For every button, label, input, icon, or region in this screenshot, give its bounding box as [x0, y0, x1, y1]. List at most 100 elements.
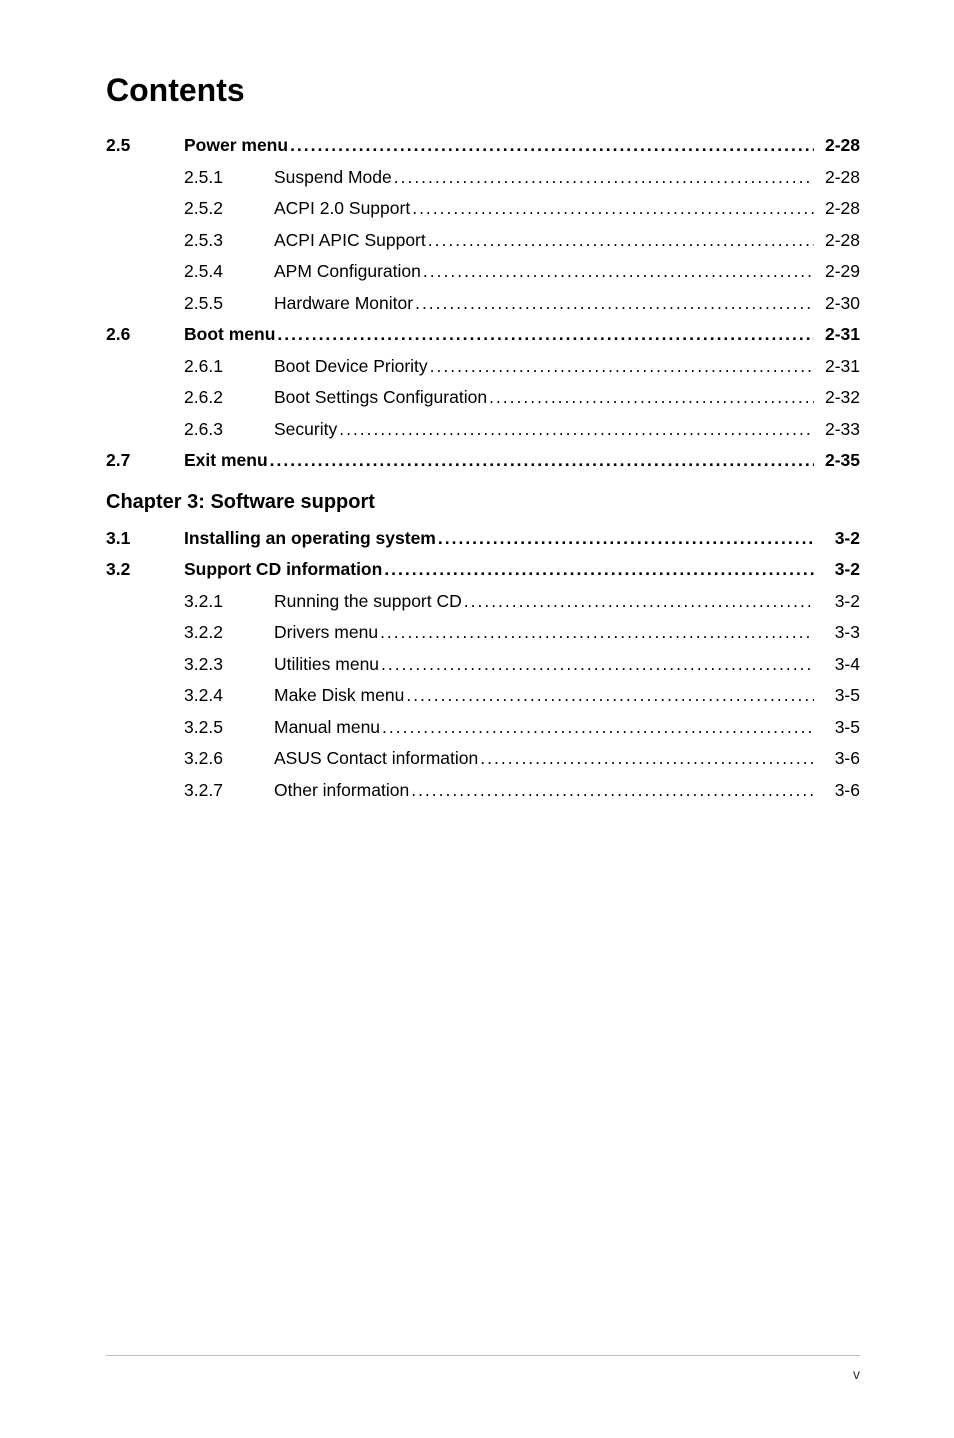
- toc-subsection-row: 3.2.3 Utilities menu 3-4: [184, 656, 860, 674]
- subsection-number: 2.5.1: [184, 169, 274, 187]
- toc-subsection-row: 2.5.2 ACPI 2.0 Support 2-28: [184, 200, 860, 218]
- dot-leader: [379, 656, 814, 674]
- subsection-label: Boot Device Priority: [274, 358, 428, 376]
- section-label: Support CD information: [184, 561, 382, 579]
- subsection-label: Other information: [274, 782, 409, 800]
- subsection-label: Utilities menu: [274, 656, 379, 674]
- toc-subsection-row: 3.2.1 Running the support CD 3-2: [184, 593, 860, 611]
- section-page: 3-2: [814, 530, 860, 548]
- subsection-label: Running the support CD: [274, 593, 462, 611]
- section-number: 2.7: [106, 452, 184, 470]
- section-number: 2.6: [106, 326, 184, 344]
- subsection-number: 3.2.3: [184, 656, 274, 674]
- subsection-page: 2-28: [814, 169, 860, 187]
- toc-section-row: 2.5 Power menu 2-28: [106, 137, 860, 155]
- section-label: Exit menu: [184, 452, 268, 470]
- subsection-page: 2-28: [814, 200, 860, 218]
- dot-leader: [409, 782, 814, 800]
- toc-subsection-row: 2.5.5 Hardware Monitor 2-30: [184, 295, 860, 313]
- dot-leader: [268, 452, 814, 470]
- toc-subsection-row: 3.2.7 Other information 3-6: [184, 782, 860, 800]
- subsection-label: ASUS Contact information: [274, 750, 478, 768]
- section-page: 2-35: [814, 452, 860, 470]
- subsection-label: ACPI 2.0 Support: [274, 200, 410, 218]
- subsection-page: 3-6: [814, 750, 860, 768]
- toc-subsection-row: 3.2.4 Make Disk menu 3-5: [184, 687, 860, 705]
- footer-rule: [106, 1355, 860, 1356]
- subsection-page: 3-5: [814, 719, 860, 737]
- dot-leader: [392, 169, 814, 187]
- toc-subsection-row: 2.5.1 Suspend Mode 2-28: [184, 169, 860, 187]
- subsection-number: 2.6.1: [184, 358, 274, 376]
- footer-page-number: v: [106, 1366, 860, 1382]
- subsection-page: 2-31: [814, 358, 860, 376]
- subsection-number: 2.5.3: [184, 232, 274, 250]
- toc-subsection-row: 3.2.2 Drivers menu 3-3: [184, 624, 860, 642]
- subsection-page: 2-29: [814, 263, 860, 281]
- subsection-number: 2.5.5: [184, 295, 274, 313]
- table-of-contents: 2.5 Power menu 2-28 2.5.1 Suspend Mode 2…: [106, 137, 860, 799]
- subsection-number: 2.6.3: [184, 421, 274, 439]
- subsection-page: 3-3: [814, 624, 860, 642]
- subsection-number: 3.2.4: [184, 687, 274, 705]
- section-page: 2-28: [814, 137, 860, 155]
- toc-subsection-row: 2.5.3 ACPI APIC Support 2-28: [184, 232, 860, 250]
- subsection-number: 2.5.2: [184, 200, 274, 218]
- subsection-page: 3-5: [814, 687, 860, 705]
- subsection-number: 3.2.6: [184, 750, 274, 768]
- subsection-number: 2.6.2: [184, 389, 274, 407]
- subsection-page: 2-33: [814, 421, 860, 439]
- section-label: Boot menu: [184, 326, 275, 344]
- dot-leader: [462, 593, 814, 611]
- subsection-label: Drivers menu: [274, 624, 378, 642]
- subsection-page: 2-30: [814, 295, 860, 313]
- subsection-label: ACPI APIC Support: [274, 232, 426, 250]
- subsection-number: 3.2.5: [184, 719, 274, 737]
- section-number: 3.2: [106, 561, 184, 579]
- toc-subsection-row: 3.2.5 Manual menu 3-5: [184, 719, 860, 737]
- subsection-label: Hardware Monitor: [274, 295, 413, 313]
- dot-leader: [410, 200, 814, 218]
- dot-leader: [478, 750, 814, 768]
- subsection-page: 3-2: [814, 593, 860, 611]
- subsection-label: Boot Settings Configuration: [274, 389, 487, 407]
- dot-leader: [436, 530, 814, 548]
- section-page: 3-2: [814, 561, 860, 579]
- subsection-number: 2.5.4: [184, 263, 274, 281]
- subsection-number: 3.2.2: [184, 624, 274, 642]
- subsection-page: 2-28: [814, 232, 860, 250]
- dot-leader: [428, 358, 814, 376]
- dot-leader: [378, 624, 814, 642]
- toc-subsection-row: 2.6.3 Security 2-33: [184, 421, 860, 439]
- section-label: Installing an operating system: [184, 530, 436, 548]
- dot-leader: [288, 137, 814, 155]
- toc-section-row: 2.6 Boot menu 2-31: [106, 326, 860, 344]
- toc-section-row: 3.1 Installing an operating system 3-2: [106, 530, 860, 548]
- dot-leader: [337, 421, 814, 439]
- toc-section-row: 3.2 Support CD information 3-2: [106, 561, 860, 579]
- dot-leader: [421, 263, 814, 281]
- section-number: 3.1: [106, 530, 184, 548]
- page-footer: v: [106, 1355, 860, 1382]
- dot-leader: [413, 295, 814, 313]
- dot-leader: [380, 719, 814, 737]
- chapter-heading: Chapter 3: Software support: [106, 492, 860, 512]
- subsection-number: 3.2.7: [184, 782, 274, 800]
- subsection-label: APM Configuration: [274, 263, 421, 281]
- subsection-label: Manual menu: [274, 719, 380, 737]
- toc-section-row: 2.7 Exit menu 2-35: [106, 452, 860, 470]
- page-title: Contents: [106, 72, 860, 109]
- subsection-page: 3-4: [814, 656, 860, 674]
- toc-subsection-row: 3.2.6 ASUS Contact information 3-6: [184, 750, 860, 768]
- subsection-page: 2-32: [814, 389, 860, 407]
- dot-leader: [275, 326, 814, 344]
- subsection-number: 3.2.1: [184, 593, 274, 611]
- subsection-label: Make Disk menu: [274, 687, 404, 705]
- dot-leader: [382, 561, 814, 579]
- toc-subsection-row: 2.5.4 APM Configuration 2-29: [184, 263, 860, 281]
- subsection-page: 3-6: [814, 782, 860, 800]
- toc-subsection-row: 2.6.2 Boot Settings Configuration 2-32: [184, 389, 860, 407]
- section-number: 2.5: [106, 137, 184, 155]
- page: Contents 2.5 Power menu 2-28 2.5.1 Suspe…: [0, 0, 954, 1438]
- subsection-label: Suspend Mode: [274, 169, 392, 187]
